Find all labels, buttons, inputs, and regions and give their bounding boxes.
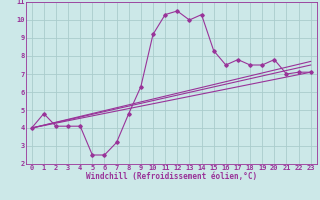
X-axis label: Windchill (Refroidissement éolien,°C): Windchill (Refroidissement éolien,°C): [86, 172, 257, 181]
